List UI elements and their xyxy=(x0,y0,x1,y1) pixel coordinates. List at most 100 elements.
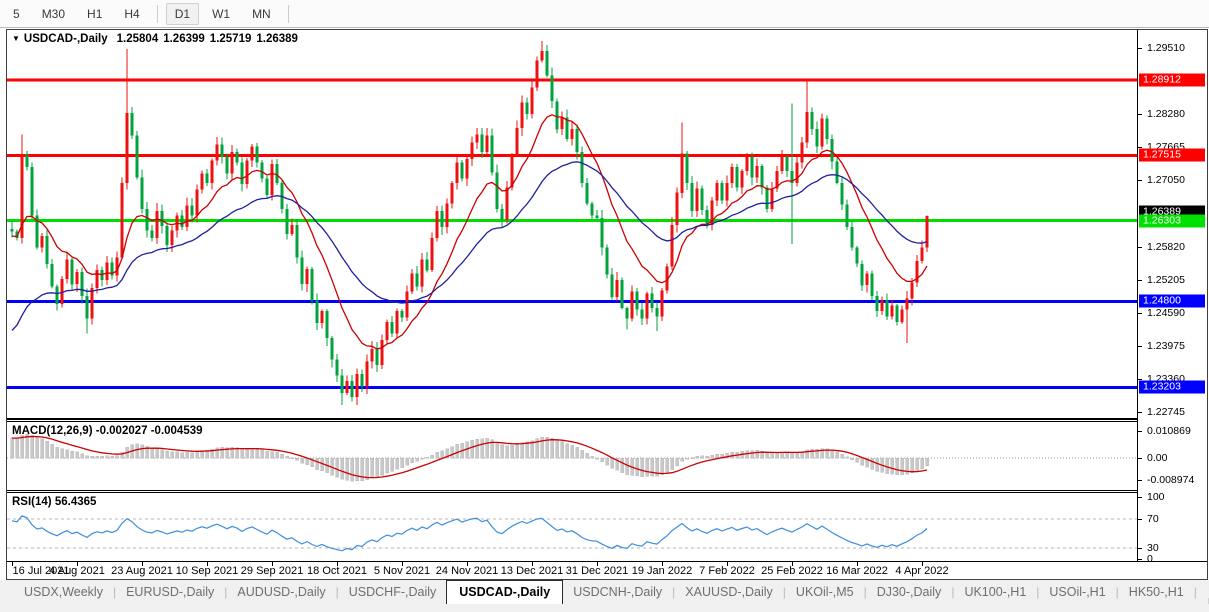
tab-separator: | xyxy=(782,585,786,599)
tab-ukoil-m5[interactable]: UKOil-,M5 xyxy=(795,585,854,599)
tab-usdcnh-daily[interactable]: USDCNH-,Daily xyxy=(573,585,663,599)
timeframe-button-h1[interactable]: H1 xyxy=(87,6,103,21)
date-label: 10 Sep 2021 xyxy=(175,565,239,577)
date-tick xyxy=(402,562,403,566)
macd-scale-label: -0.008974 xyxy=(1147,474,1195,486)
chart-window: ▼ USDCAD-,Daily 1.25804 1.26399 1.25719 1.263… xyxy=(6,29,1208,580)
tab-uk100-h1[interactable]: UK100-,H1 xyxy=(964,585,1027,599)
hline-price-box: 1.23203 xyxy=(1139,380,1205,394)
panel-divider[interactable] xyxy=(7,418,1207,422)
tab-separator: | xyxy=(335,585,339,599)
tab-usdx-weekly[interactable]: USDX,Weekly xyxy=(24,585,103,599)
axis-tick xyxy=(1138,280,1142,281)
tab-xauusd-daily[interactable]: XAUUSD-,Daily xyxy=(685,585,773,599)
tab-separator: | xyxy=(1036,585,1040,599)
tab-separator: | xyxy=(224,585,228,599)
date-tick xyxy=(337,562,338,566)
macd-panel[interactable]: MACD(12,26,9) -0.002027 -0.004539 xyxy=(7,422,1137,490)
hline-price-box: 1.24800 xyxy=(1139,294,1205,308)
date-label: 16 Mar 2022 xyxy=(826,565,888,577)
timeframe-button-mn[interactable]: MN xyxy=(252,6,271,21)
date-label: 25 Feb 2022 xyxy=(761,565,823,577)
rsi-canvas[interactable] xyxy=(7,493,1137,561)
price-axis: 1.29510 1.28280 1.27665 1.27050 1.25820 1.252… xyxy=(1137,30,1207,565)
axis-tick xyxy=(1138,519,1142,520)
tab-separator: | xyxy=(1115,585,1119,599)
tab-scroll-arrows[interactable]: ◄ ► xyxy=(1207,582,1209,607)
date-tick xyxy=(467,562,468,566)
axis-tick xyxy=(1138,313,1142,314)
tab-audusd-daily[interactable]: AUDUSD-,Daily xyxy=(237,585,326,599)
axis-tick xyxy=(1138,559,1142,560)
axis-tick xyxy=(1138,147,1142,148)
axis-tick xyxy=(1138,412,1142,413)
date-tick xyxy=(857,562,858,566)
ma-slow-line xyxy=(11,161,928,331)
rsi-panel[interactable]: RSI(14) 56.4365 xyxy=(7,493,1137,561)
date-tick xyxy=(12,562,13,566)
date-label: 4 Apr 2022 xyxy=(895,565,949,577)
toolbar-separator xyxy=(287,4,289,23)
hline-price-box: 1.26303 xyxy=(1139,214,1205,228)
timeframe-button-d1[interactable]: D1 xyxy=(165,2,200,25)
axis-tick xyxy=(1138,480,1142,481)
macd-histogram xyxy=(10,433,929,482)
date-label: 16 Jul 2021 xyxy=(12,565,70,577)
chart-symbol-label: USDCAD-,Daily xyxy=(23,33,108,45)
hline-price-box: 1.28912 xyxy=(1139,73,1205,87)
rsi-scale-label: 0 xyxy=(1147,553,1153,565)
ohlc-low: 1.25719 xyxy=(209,33,252,45)
price-chart-panel[interactable]: ▼ USDCAD-,Daily 1.25804 1.26399 1.25719 1.263… xyxy=(7,30,1137,418)
date-tick xyxy=(142,562,143,566)
timeframe-button-m30[interactable]: M30 xyxy=(41,6,66,21)
timeframe-button-5[interactable]: 5 xyxy=(13,6,20,21)
date-tick xyxy=(597,562,598,566)
date-tick xyxy=(922,562,923,566)
tab-dj30-daily[interactable]: DJ30-,Daily xyxy=(876,585,942,599)
axis-tick xyxy=(1138,180,1142,181)
rsi-value: 56.4365 xyxy=(54,496,97,508)
timeframe-button-w1[interactable]: W1 xyxy=(212,6,231,21)
tab-usdcad-daily[interactable]: USDCAD-,Daily xyxy=(446,580,564,604)
axis-tick xyxy=(1138,114,1142,115)
panel-divider[interactable] xyxy=(7,490,1207,493)
date-label: 31 Dec 2021 xyxy=(565,565,629,577)
tab-hk50-h1[interactable]: HK50-,H1 xyxy=(1128,585,1184,599)
axis-tick xyxy=(1138,379,1142,380)
price-chart-canvas[interactable] xyxy=(7,30,1137,418)
date-label: 4 Aug 2021 xyxy=(49,565,105,577)
axis-tick xyxy=(1138,431,1142,432)
macd-name: MACD(12,26,9) xyxy=(12,425,93,437)
date-label: 23 Aug 2021 xyxy=(111,565,173,577)
symbol-tab-row: USDX,Weekly | EURUSD-,Daily | AUDUSD-,Daily |… xyxy=(0,580,1209,607)
macd-signal-line xyxy=(12,435,928,479)
toolbar-separator xyxy=(156,4,158,23)
date-tick xyxy=(792,562,793,566)
timeframe-button-h4[interactable]: H4 xyxy=(124,6,140,21)
tab-separator: | xyxy=(863,585,867,599)
axis-tick-label: 1.27050 xyxy=(1147,174,1185,186)
moving-averages xyxy=(11,114,928,350)
collapse-arrow-icon[interactable]: ▼ xyxy=(12,34,20,43)
ohlc-open: 1.25804 xyxy=(116,33,159,45)
axis-tick-label: 1.28280 xyxy=(1147,108,1185,120)
horizontal-lines[interactable] xyxy=(7,78,1137,389)
rsi-label: RSI(14) 56.4365 xyxy=(12,496,96,508)
date-label: 7 Feb 2022 xyxy=(699,565,755,577)
tab-eurusd-daily[interactable]: EURUSD-,Daily xyxy=(126,585,215,599)
date-axis: 16 Jul 2021 4 Aug 2021 23 Aug 2021 10 Sep 2… xyxy=(7,562,1137,579)
timeframe-toolbar: 5 M30 H1 H4 D1 W1 MN xyxy=(0,0,1209,28)
tab-separator: | xyxy=(1193,585,1197,599)
tab-usdchf-daily[interactable]: USDCHF-,Daily xyxy=(348,585,437,599)
axis-tick xyxy=(1138,346,1142,347)
date-label: 5 Nov 2021 xyxy=(373,565,431,577)
date-label: 19 Jan 2022 xyxy=(631,565,693,577)
rsi-line xyxy=(11,515,928,552)
tab-separator: | xyxy=(672,585,676,599)
date-label: 29 Sep 2021 xyxy=(240,565,304,577)
axis-tick xyxy=(1138,548,1142,549)
macd-canvas[interactable] xyxy=(7,422,1137,490)
tab-usoil-h1[interactable]: USOil-,H1 xyxy=(1049,585,1106,599)
ma-fast-line xyxy=(11,114,928,350)
